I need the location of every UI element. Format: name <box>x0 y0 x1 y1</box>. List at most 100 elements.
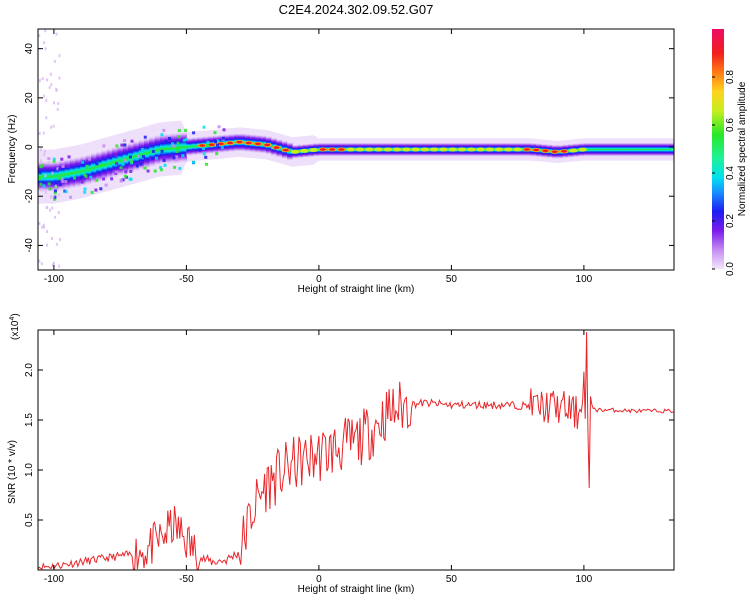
ridge-speckle-edge <box>44 29 47 33</box>
ridge-core <box>438 147 448 152</box>
ridge-cell <box>38 159 44 194</box>
ridge-cell <box>165 131 172 166</box>
ridge-core-peak <box>199 144 206 147</box>
ridge-speckle <box>182 138 186 142</box>
ridge-speckle-edge <box>40 188 43 192</box>
ridge-speckle <box>100 163 104 167</box>
ridge-speckle-edge <box>50 83 53 87</box>
ridge-core <box>466 147 476 152</box>
ridge-speckle <box>84 174 88 178</box>
ridge-speckle <box>54 182 58 186</box>
ridge-speckle <box>69 195 73 199</box>
snr-x-tick-label: -50 <box>179 574 194 585</box>
ridge-speckle <box>213 131 217 135</box>
ridge-speckle <box>81 163 85 167</box>
ridge-speckle-edge <box>39 148 42 152</box>
heatmap-axes: -100 -50 0 50 100 -40 -20 0 20 40 <box>24 29 674 285</box>
ridge-speckle-edge <box>46 78 49 82</box>
ridge-speckle-edge <box>38 259 41 263</box>
ridge-cell <box>647 141 654 158</box>
heatmap-y-tick-label: 0 <box>24 144 35 150</box>
ridge-core <box>578 147 588 152</box>
ridge-speckle <box>39 182 43 186</box>
ridge-speckle <box>53 189 57 193</box>
ridge-speckle <box>123 143 127 147</box>
ridge-cell <box>138 137 145 172</box>
ridge-speckle <box>159 168 163 172</box>
ridge-speckle <box>202 146 206 150</box>
ridge-speckle <box>143 135 147 139</box>
ridge-speckle <box>60 180 64 184</box>
colorbar-label: Normalized spectral amplitude <box>737 81 748 216</box>
ridge-core <box>299 148 309 153</box>
ridge-speckle <box>128 177 132 181</box>
snr-y-tick-label: 1.0 <box>24 463 35 477</box>
ridge-speckle <box>52 157 56 161</box>
ridge-speckle <box>217 125 221 129</box>
ridge-core <box>383 147 393 152</box>
ridge-speckle <box>172 156 176 160</box>
ridge-speckle <box>53 191 57 195</box>
ridge-core <box>420 147 430 152</box>
colorbar-gradient <box>712 29 724 269</box>
ridge-core <box>568 148 578 153</box>
ridge-speckle-edge <box>49 208 52 212</box>
ridge-speckle-edge <box>51 171 54 175</box>
ridge-speckle <box>114 170 118 174</box>
ridge-core <box>309 147 319 152</box>
ridge-cell <box>170 131 177 166</box>
ridge-speckle-edge <box>55 242 58 246</box>
heatmap-x-tick-label: 0 <box>316 274 322 285</box>
ridge-cell <box>106 146 113 181</box>
ridge-speckle <box>164 139 168 143</box>
snr-y-tick-label: 2.0 <box>24 363 35 377</box>
ridge-speckle-edge <box>47 161 50 165</box>
ridge-speckle <box>83 190 87 194</box>
ridge-speckle <box>52 159 56 163</box>
ridge-speckle <box>160 133 164 137</box>
ridge-speckle <box>83 187 87 191</box>
ridge-speckle-edge <box>52 124 55 128</box>
ridge-cell <box>159 132 166 167</box>
ridge-core <box>290 149 300 154</box>
ridge-speckle <box>123 174 127 178</box>
colorbar-tick-label: 0.8 <box>725 70 736 84</box>
ridge-speckle <box>192 131 196 135</box>
ridge-speckle-edge <box>41 225 44 229</box>
ridge-core-peak <box>282 148 289 152</box>
ridge-speckle <box>121 162 125 166</box>
ridge-speckle <box>175 155 179 159</box>
ridge-speckle-edge <box>38 79 41 83</box>
ridge-speckle-edge <box>52 261 55 265</box>
ridge-core <box>448 147 458 152</box>
ridge-cell <box>652 141 659 158</box>
snr-y-label: SNR (10 * v/v) <box>7 440 18 504</box>
ridge-core-peak <box>561 150 568 153</box>
ridge-speckle <box>174 158 178 162</box>
ridge-speckle-edge <box>51 263 54 267</box>
ridge-speckle <box>47 182 51 186</box>
ridge-speckle <box>110 177 114 181</box>
ridge-speckle-edge <box>58 264 61 268</box>
ridge-speckle <box>81 160 85 164</box>
colorbar-tick-label: 0.4 <box>725 166 736 180</box>
snr-x-tick-label: 0 <box>316 574 322 585</box>
ridge-core-peak <box>245 141 252 145</box>
ridge-speckle-edge <box>54 184 57 188</box>
heatmap-y-tick-label: -40 <box>24 238 35 253</box>
ridge-speckle-edge <box>59 238 62 242</box>
ridge-speckle <box>202 125 206 129</box>
ridge-speckle <box>153 169 157 173</box>
ridge-speckle <box>175 146 179 150</box>
ridge-speckle <box>38 171 42 175</box>
ridge-speckle-edge <box>50 125 53 129</box>
ridge-core-peak <box>227 141 234 145</box>
snr-panel: -100 -50 0 50 100 0.5 1.0 1.5 2.0 Height of stra… <box>7 313 675 595</box>
ridge-speckle <box>60 157 64 161</box>
ridge-speckle <box>120 143 124 147</box>
heatmap-frame <box>37 28 675 271</box>
ridge-speckle <box>121 178 125 182</box>
ridge-speckle-edge <box>44 47 47 51</box>
ridge-core <box>364 147 374 152</box>
ridge-speckle <box>53 195 57 199</box>
